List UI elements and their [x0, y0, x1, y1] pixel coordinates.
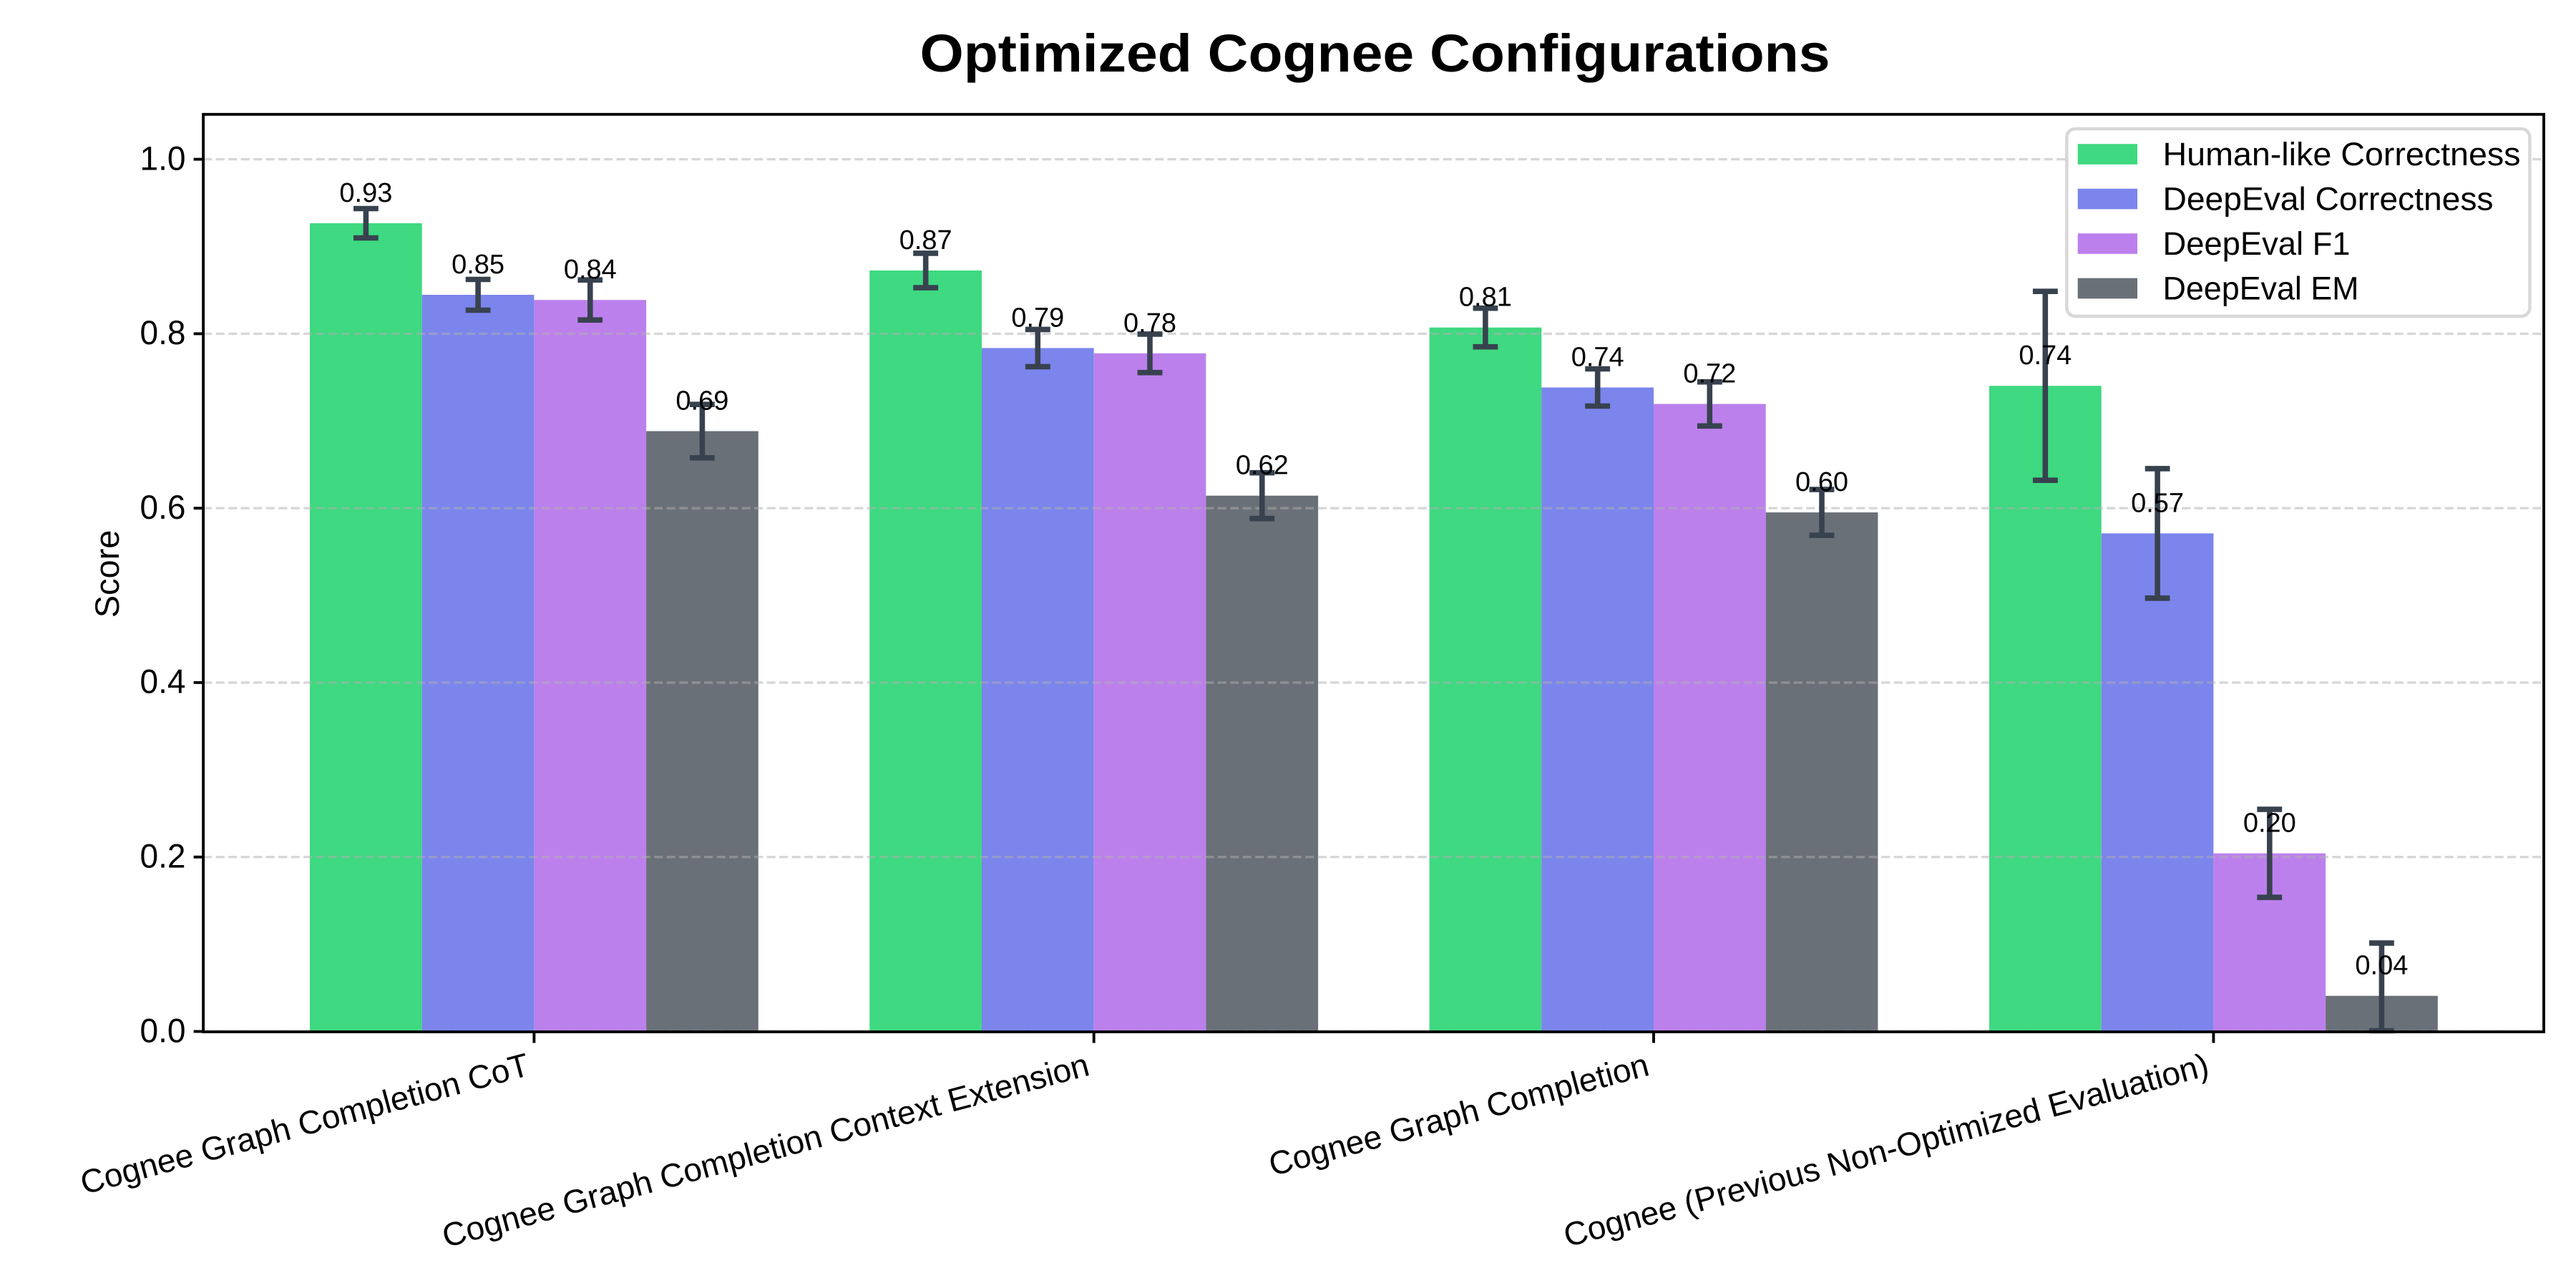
- svg-text:0.78: 0.78: [1123, 308, 1176, 338]
- svg-text:0.69: 0.69: [675, 386, 728, 416]
- svg-text:0.20: 0.20: [2243, 809, 2296, 839]
- svg-text:0.81: 0.81: [1459, 283, 1512, 313]
- svg-text:Optimized Cognee Configuration: Optimized Cognee Configurations: [920, 24, 1830, 83]
- svg-text:0.85: 0.85: [452, 250, 504, 280]
- svg-text:1.0: 1.0: [140, 139, 186, 177]
- svg-text:DeepEval Correctness: DeepEval Correctness: [2163, 180, 2494, 217]
- svg-text:0.04: 0.04: [2355, 951, 2408, 981]
- svg-text:0.4: 0.4: [140, 663, 186, 701]
- svg-text:0.0: 0.0: [140, 1011, 186, 1049]
- svg-text:0.60: 0.60: [1795, 467, 1848, 497]
- svg-text:0.87: 0.87: [899, 225, 952, 255]
- svg-text:0.74: 0.74: [1571, 343, 1624, 373]
- svg-text:0.62: 0.62: [1236, 451, 1289, 481]
- svg-text:DeepEval EM: DeepEval EM: [2163, 270, 2359, 306]
- svg-text:0.57: 0.57: [2131, 488, 2184, 518]
- svg-text:DeepEval F1: DeepEval F1: [2163, 225, 2351, 262]
- svg-text:0.72: 0.72: [1683, 359, 1736, 389]
- svg-text:0.74: 0.74: [2019, 341, 2072, 371]
- svg-text:0.8: 0.8: [140, 313, 186, 351]
- svg-text:0.84: 0.84: [564, 255, 617, 285]
- svg-text:0.93: 0.93: [339, 178, 392, 208]
- svg-text:0.79: 0.79: [1011, 303, 1064, 333]
- svg-text:0.6: 0.6: [140, 488, 186, 526]
- svg-text:0.2: 0.2: [140, 837, 186, 875]
- svg-text:Score: Score: [88, 530, 126, 618]
- svg-text:Human-like Correctness: Human-like Correctness: [2163, 136, 2521, 172]
